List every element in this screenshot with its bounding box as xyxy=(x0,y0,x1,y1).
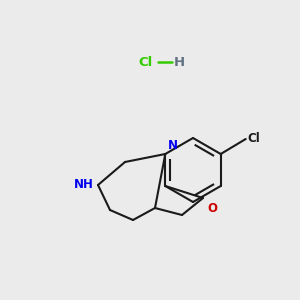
Text: NH: NH xyxy=(74,178,94,191)
Text: H: H xyxy=(174,56,185,68)
Text: O: O xyxy=(207,202,217,215)
Text: Cl: Cl xyxy=(248,133,260,146)
Text: N: N xyxy=(168,139,178,152)
Text: Cl: Cl xyxy=(138,56,152,68)
